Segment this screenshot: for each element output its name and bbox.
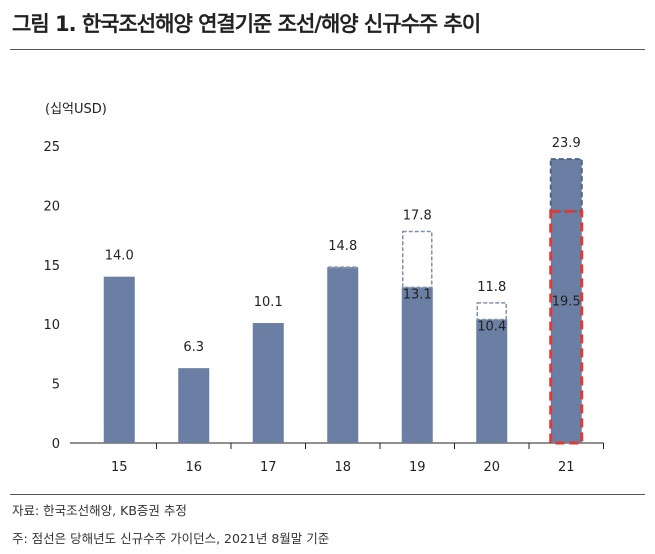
y-tick-label: 5 (52, 378, 60, 393)
x-tick-label: 19 (409, 460, 426, 475)
footer-divider (10, 494, 645, 495)
x-tick-label: 21 (558, 460, 575, 475)
y-tick-label: 25 (43, 140, 60, 155)
bar (252, 323, 284, 443)
bar (327, 267, 359, 443)
x-tick-label: 17 (260, 460, 277, 475)
data-label: 14.0 (105, 249, 134, 264)
bar-chart: (십억USD) 0 5 10 15 20 25 15 14.0 16 6.3 17 10.1 18 14.8… (43, 102, 604, 475)
y-tick-label: 0 (52, 437, 60, 452)
x-tick-label: 15 (111, 460, 128, 475)
bar (178, 368, 210, 443)
guidance-box (402, 230, 433, 289)
data-label: 14.8 (328, 239, 357, 254)
x-tick-label: 16 (185, 460, 202, 475)
footnote: 주: 점선은 당해년도 신규수주 가이던스, 2021년 8월말 기준 (12, 531, 330, 546)
title-divider (10, 49, 645, 50)
chart-title: 그림 1. 한국조선해양 연결기준 조선/해양 신규수주 추이 (12, 12, 481, 36)
data-label: 13.1 (403, 287, 432, 302)
data-label: 10.4 (477, 319, 506, 334)
bar (401, 287, 433, 443)
source-note: 자료: 한국조선해양, KB증권 추정 (12, 503, 187, 518)
bar (550, 159, 582, 443)
bar (103, 276, 135, 443)
data-label: 10.1 (254, 295, 283, 310)
highlight-box (549, 209, 584, 445)
data-label: 6.3 (183, 340, 204, 355)
guidance-label: 19.5 (552, 294, 581, 309)
y-tick-label: 15 (43, 259, 60, 274)
bar (476, 319, 508, 443)
y-tick-label: 20 (43, 199, 60, 214)
data-label: 23.9 (552, 136, 581, 151)
guidance-box (476, 302, 507, 321)
x-tick-label: 18 (334, 460, 351, 475)
guidance-label: 11.8 (477, 280, 506, 295)
y-axis-unit: (십억USD) (45, 102, 107, 117)
y-tick-label: 10 (43, 318, 60, 333)
guidance-box (327, 266, 358, 269)
x-tick-label: 20 (483, 460, 500, 475)
guidance-label: 17.8 (403, 209, 432, 224)
